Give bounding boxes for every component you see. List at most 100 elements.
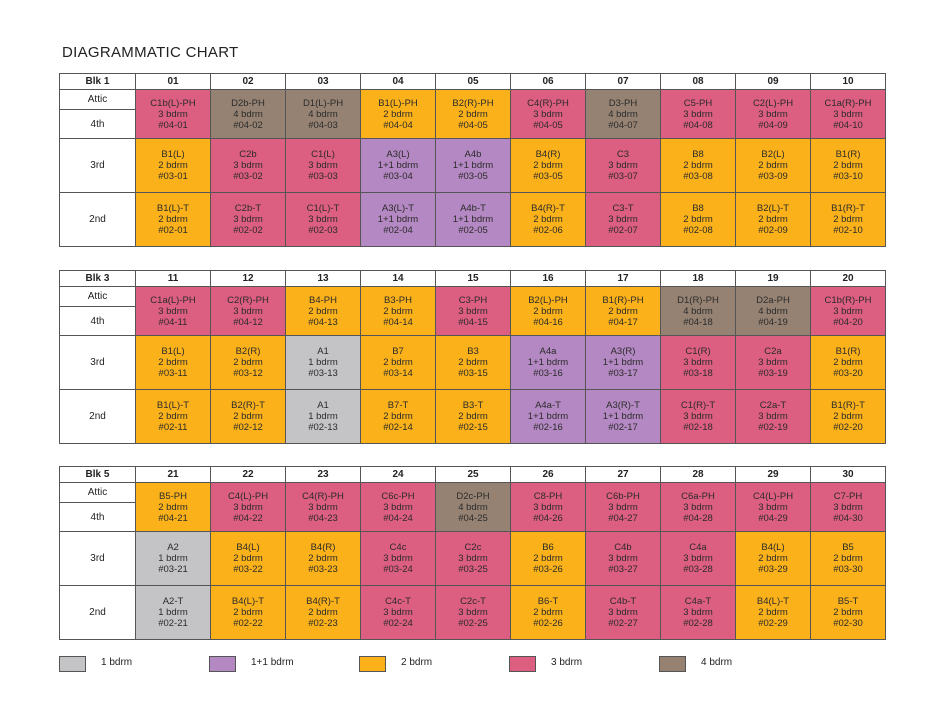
unit-bedrooms: 2 bdrm [683, 214, 713, 225]
floor-label: 4th [59, 306, 136, 336]
unit-code: B4(L) [761, 542, 785, 553]
unit-number: #02-20 [833, 422, 863, 433]
unit-number: #03-25 [458, 564, 488, 575]
unit-code: A2 [167, 542, 179, 553]
unit-bedrooms: 3 bdrm [383, 607, 413, 618]
unit-bedrooms: 1 bdrm [308, 357, 338, 368]
unit-number: #04-15 [458, 316, 488, 328]
unit-number: #04-14 [383, 316, 413, 328]
unit-number: #04-26 [533, 512, 563, 524]
unit-number: #02-01 [158, 225, 188, 236]
unit-cell: B5 2 bdrm #03-30 [810, 531, 886, 586]
unit-number: #04-29 [758, 512, 788, 524]
unit-bedrooms: 2 bdrm [383, 357, 413, 368]
unit-code: C4b-T [609, 596, 637, 607]
unit-cell: A4a 1+1 bdrm #03-16 [510, 335, 586, 390]
unit-number: #04-24 [383, 512, 413, 524]
unit-code: B5 [842, 542, 854, 553]
unit-bedrooms: 3 bdrm [308, 214, 338, 225]
unit-code: B1(L)-PH [378, 97, 418, 109]
unit-number: #04-23 [308, 512, 338, 524]
unit-number: #02-05 [458, 225, 488, 236]
unit-code: C2(L)-PH [752, 97, 794, 109]
unit-number: #03-05 [533, 171, 563, 182]
column-header: 06 [510, 73, 586, 90]
column-header: 30 [810, 466, 886, 483]
floor-label: 2nd [59, 585, 136, 640]
unit-number: #02-24 [383, 618, 413, 629]
unit-code: C2b [239, 149, 257, 160]
unit-bedrooms: 2 bdrm [758, 160, 788, 171]
unit-code: C2c [464, 542, 482, 553]
unit-number: #04-30 [833, 512, 863, 524]
unit-code: C1a(R)-PH [824, 97, 872, 109]
unit-code: C2b-T [234, 203, 262, 214]
unit-cell: B4(L)-T 2 bdrm #02-29 [735, 585, 811, 640]
unit-number: #03-17 [608, 368, 638, 379]
unit-bedrooms: 2 bdrm [533, 214, 563, 225]
unit-number: #03-24 [383, 564, 413, 575]
unit-cell: A3(L)-T 1+1 bdrm #02-04 [360, 192, 436, 247]
unit-code: A3(R)-T [606, 400, 640, 411]
floor-label: 3rd [59, 138, 136, 193]
unit-number: #04-28 [683, 512, 713, 524]
unit-code: C4c [389, 542, 407, 553]
unit-code: C2c-T [460, 596, 486, 607]
unit-number: #03-26 [533, 564, 563, 575]
unit-cell: B1(L)-PH 2 bdrm #04-04 [360, 89, 436, 139]
unit-bedrooms: 2 bdrm [833, 553, 863, 564]
unit-code: C7-PH [833, 490, 863, 502]
unit-bedrooms: 1+1 bdrm [602, 357, 644, 368]
unit-bedrooms: 3 bdrm [158, 108, 188, 120]
unit-cell: B1(R)-T 2 bdrm #02-10 [810, 192, 886, 247]
unit-cell: B1(R)-PH 2 bdrm #04-17 [585, 286, 661, 336]
unit-code: B1(L)-T [156, 203, 190, 214]
unit-bedrooms: 3 bdrm [308, 501, 338, 513]
unit-number: #04-13 [308, 316, 338, 328]
column-header: 10 [810, 73, 886, 90]
unit-code: C5-PH [683, 97, 713, 109]
unit-number: #03-22 [233, 564, 263, 575]
unit-number: #02-10 [833, 225, 863, 236]
column-header: 07 [585, 73, 661, 90]
unit-cell: C2a 3 bdrm #03-19 [735, 335, 811, 390]
unit-bedrooms: 1+1 bdrm [377, 160, 419, 171]
unit-number: #04-16 [533, 316, 563, 328]
unit-bedrooms: 2 bdrm [233, 607, 263, 618]
unit-bedrooms: 2 bdrm [458, 357, 488, 368]
unit-cell: C2c 3 bdrm #03-25 [435, 531, 511, 586]
unit-bedrooms: 3 bdrm [683, 108, 713, 120]
unit-number: #04-25 [458, 512, 488, 524]
unit-cell: B2(L) 2 bdrm #03-09 [735, 138, 811, 193]
unit-cell: C2b-T 3 bdrm #02-02 [210, 192, 286, 247]
unit-bedrooms: 3 bdrm [683, 357, 713, 368]
unit-number: #02-26 [533, 618, 563, 629]
floor-label: 4th [59, 502, 136, 532]
unit-code: C4b [614, 542, 632, 553]
unit-code: D3-PH [608, 97, 638, 109]
unit-cell: C1(R) 3 bdrm #03-18 [660, 335, 736, 390]
unit-bedrooms: 1+1 bdrm [377, 214, 419, 225]
legend-swatch [509, 656, 536, 672]
unit-code: C4a-T [684, 596, 712, 607]
unit-bedrooms: 4 bdrm [308, 108, 338, 120]
unit-number: #03-01 [158, 171, 188, 182]
unit-bedrooms: 2 bdrm [758, 607, 788, 618]
column-header: 13 [285, 270, 361, 287]
column-header: 27 [585, 466, 661, 483]
unit-code: B2(R) [235, 346, 261, 357]
unit-code: B1(R)-T [831, 400, 865, 411]
column-header: 21 [135, 466, 211, 483]
legend: 1 bdrm 1+1 bdrm 2 bdrm 3 bdrm 4 bdrm [59, 655, 889, 675]
unit-code: B4(L)-T [231, 596, 265, 607]
unit-bedrooms: 3 bdrm [683, 501, 713, 513]
unit-number: #04-02 [233, 119, 263, 131]
unit-number: #04-19 [758, 316, 788, 328]
unit-number: #03-18 [683, 368, 713, 379]
unit-number: #03-12 [233, 368, 263, 379]
unit-code: D2a-PH [756, 294, 790, 306]
unit-number: #03-29 [758, 564, 788, 575]
unit-code: B7-T [387, 400, 409, 411]
column-header: 16 [510, 270, 586, 287]
unit-code: D1(L)-PH [302, 97, 344, 109]
